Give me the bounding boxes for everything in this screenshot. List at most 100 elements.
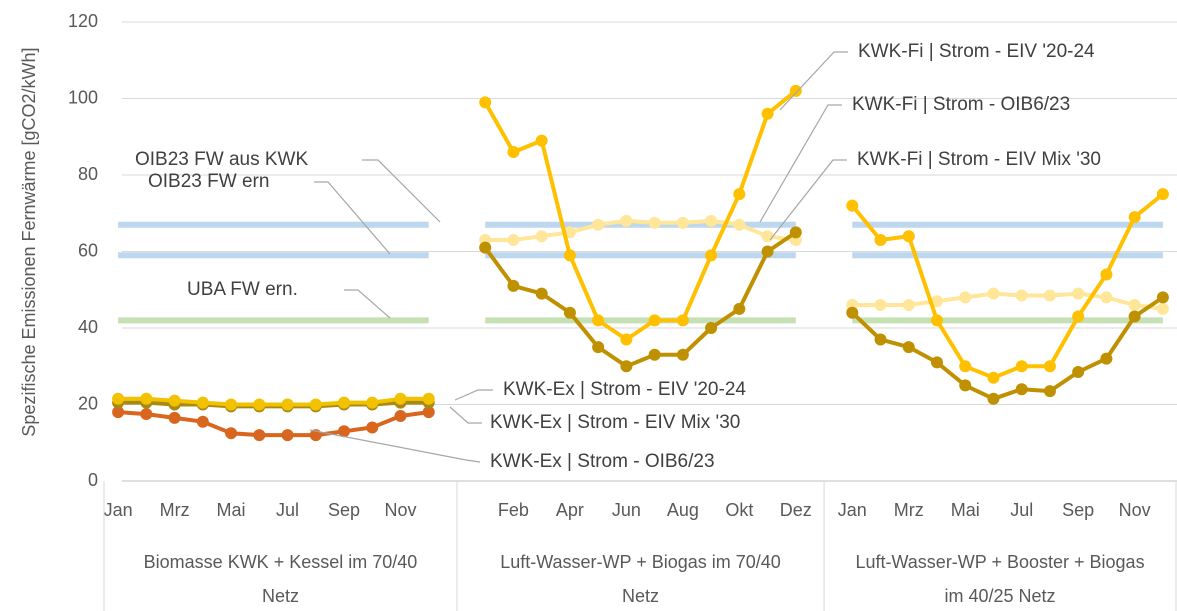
marker (1156, 302, 1169, 315)
marker (1128, 299, 1141, 312)
series-label: OIB23 FW aus KWK (135, 149, 308, 170)
marker (620, 360, 633, 373)
series-label: KWK-Ex | Strom - OIB6/23 (490, 451, 715, 472)
group-label: Luft-Wasser-WP + Booster + Biogas im 40/… (855, 552, 1145, 606)
marker (1100, 268, 1113, 281)
x-tick-label: Jan (838, 500, 867, 520)
marker (789, 84, 802, 97)
marker (705, 214, 718, 227)
leader-line (362, 159, 441, 223)
leader-line (779, 51, 848, 111)
series-label: KWK-Fi | Strom - EIV '20-24 (858, 41, 1095, 62)
marker (761, 245, 774, 258)
leader-line (314, 181, 391, 255)
marker (1128, 211, 1141, 224)
marker (479, 241, 492, 254)
marker (846, 199, 859, 212)
marker (592, 341, 605, 354)
marker (846, 306, 859, 319)
marker (959, 379, 972, 392)
marker (789, 226, 802, 239)
x-tick-label: Apr (556, 500, 584, 520)
x-tick-label: Nov (384, 500, 416, 520)
marker (987, 287, 1000, 300)
x-tick-label: Mrz (160, 500, 190, 520)
group-label: Biomasse KWK + Kessel im 70/40 Netz (143, 552, 418, 606)
x-tick-label: Okt (725, 500, 753, 520)
leader-line (449, 406, 482, 424)
marker (1015, 289, 1028, 302)
series-label: OIB23 FW ern (148, 171, 269, 192)
series-label: KWK-Ex | Strom - EIV Mix '30 (490, 412, 740, 433)
marker (592, 218, 605, 231)
marker (676, 314, 689, 327)
marker (338, 425, 351, 438)
y-tick-label: 0 (88, 470, 98, 490)
marker (1156, 188, 1169, 201)
y-tick-label: 80 (78, 164, 98, 184)
marker (987, 371, 1000, 384)
x-tick-label: Mrz (894, 500, 924, 520)
y-tick-label: 120 (68, 11, 98, 31)
marker (140, 392, 153, 405)
marker (253, 429, 266, 442)
marker (225, 427, 238, 440)
marker (563, 306, 576, 319)
x-tick-label: Jul (276, 500, 299, 520)
marker (592, 314, 605, 327)
marker (761, 230, 774, 243)
x-tick-label: Jul (1010, 500, 1033, 520)
series-label: KWK-Ex | Strom - EIV '20-24 (503, 379, 746, 400)
x-tick-label: Jan (104, 500, 133, 520)
marker (987, 392, 1000, 405)
series-label: KWK-Fi | Strom - OIB6/23 (852, 94, 1070, 115)
marker (507, 279, 520, 292)
marker (648, 314, 661, 327)
marker (930, 356, 943, 369)
y-axis-label: Spezifische Emissionen Fernwärme [gCO2/k… (19, 47, 39, 437)
marker (1100, 352, 1113, 365)
marker (140, 408, 153, 421)
marker (930, 314, 943, 327)
group-label: Luft-Wasser-WP + Biogas im 70/40 Netz (500, 552, 781, 606)
marker (535, 134, 548, 147)
marker (112, 392, 125, 405)
marker (705, 322, 718, 334)
marker (874, 299, 887, 312)
y-tick-label: 20 (78, 393, 98, 413)
series-line (117, 410, 429, 438)
marker (1043, 360, 1056, 373)
marker (366, 396, 379, 409)
marker (479, 96, 492, 109)
series-label: UBA FW ern. (187, 279, 298, 300)
marker (535, 287, 548, 300)
marker (705, 249, 718, 262)
marker (902, 299, 915, 312)
marker (648, 348, 661, 361)
x-tick-label: Jun (612, 500, 641, 520)
marker (112, 406, 125, 419)
x-tick-label: Sep (328, 500, 360, 520)
y-tick-label: 100 (68, 87, 98, 107)
marker (338, 396, 351, 409)
y-tick-label: 40 (78, 317, 98, 337)
x-tick-label: Nov (1119, 500, 1151, 520)
marker (874, 234, 887, 247)
x-tick-label: Mai (217, 500, 246, 520)
marker (366, 421, 379, 434)
series-label: KWK-Fi | Strom - EIV Mix '30 (857, 149, 1101, 170)
x-tick-label: Sep (1062, 500, 1094, 520)
marker (281, 429, 294, 442)
marker (959, 291, 972, 304)
x-tick-label: Dez (780, 500, 812, 520)
leader-line (309, 429, 481, 463)
marker (535, 230, 548, 243)
marker (394, 392, 407, 405)
marker (253, 398, 266, 411)
marker (168, 411, 181, 424)
marker (902, 341, 915, 354)
marker (761, 107, 774, 120)
marker (196, 415, 209, 428)
